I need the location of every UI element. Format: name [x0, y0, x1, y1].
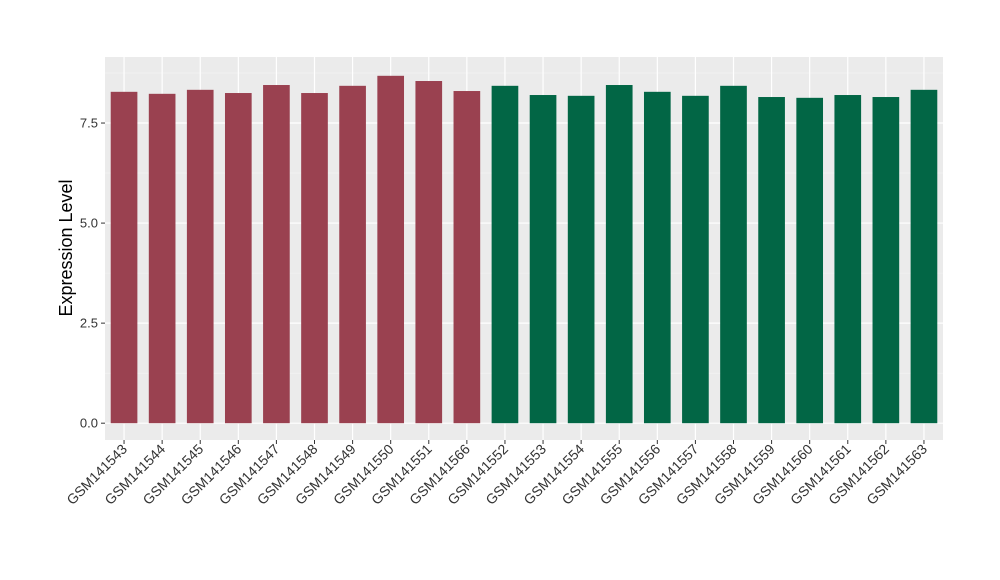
y-tick-label: 7.5 — [80, 116, 98, 131]
y-tick-label: 2.5 — [80, 316, 98, 331]
bar-GSM141549 — [339, 85, 366, 424]
bar-GSM141558 — [720, 85, 747, 424]
bar-GSM141554 — [567, 95, 595, 424]
bar-GSM141545 — [186, 89, 214, 424]
bar-GSM141543 — [110, 91, 138, 424]
bar-GSM141556 — [643, 91, 671, 424]
bar-GSM141546 — [224, 93, 252, 424]
bar-GSM141551 — [415, 81, 443, 424]
bar-GSM141544 — [148, 93, 176, 424]
x-axis: GSM141543GSM141544GSM141545GSM141546GSM1… — [63, 440, 930, 508]
y-axis: 0.0 2.5 5.0 7.5 — [80, 116, 105, 431]
bar-GSM141547 — [263, 85, 290, 424]
y-tick-label: 5.0 — [80, 216, 98, 231]
bar-GSM141560 — [796, 97, 824, 424]
bar-GSM141557 — [682, 95, 709, 424]
bar-GSM141552 — [491, 85, 519, 424]
bar-GSM141566 — [453, 91, 481, 424]
bar-GSM141555 — [605, 85, 633, 424]
bar-GSM141548 — [301, 93, 328, 424]
bar-GSM141563 — [910, 89, 938, 424]
bar-GSM141553 — [529, 95, 557, 424]
y-tick-label: 0.0 — [80, 416, 98, 431]
bar-GSM141550 — [377, 75, 405, 424]
bar-GSM141562 — [872, 97, 900, 424]
y-axis-label: Expression Level — [56, 179, 76, 316]
bar-GSM141559 — [758, 97, 785, 424]
bar-GSM141561 — [834, 95, 862, 424]
bars — [110, 75, 938, 424]
